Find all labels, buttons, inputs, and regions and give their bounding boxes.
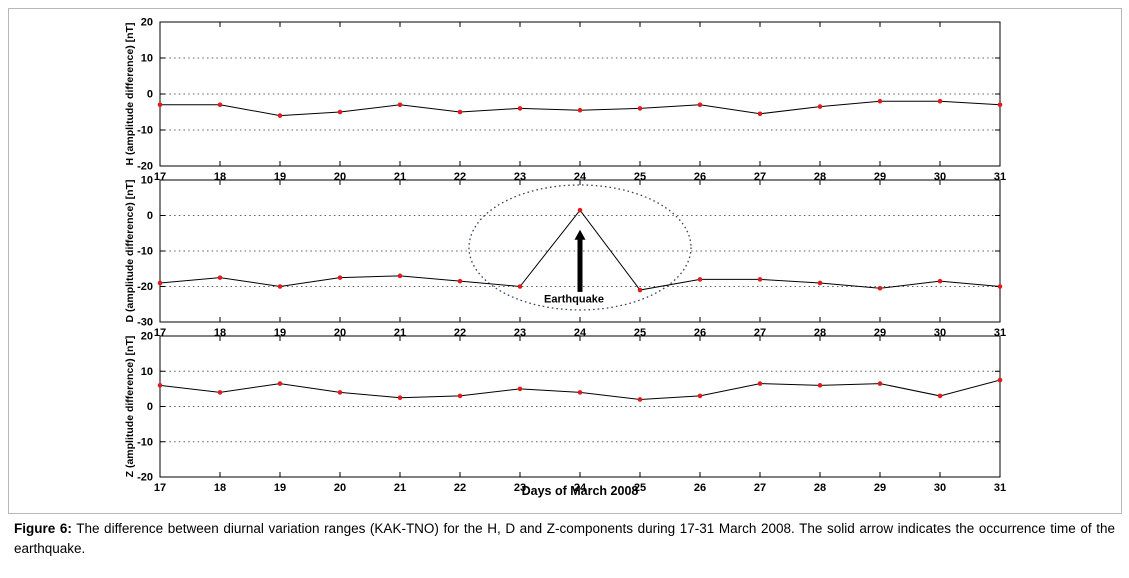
data-point (337, 109, 343, 115)
y-tick-label: 20 (141, 331, 153, 343)
data-point (637, 106, 643, 111)
axes-frame (159, 21, 1001, 167)
x-tick-label: 23 (514, 482, 526, 494)
data-point (817, 383, 823, 388)
data-point (397, 273, 403, 279)
y-tick-label: 10 (141, 175, 153, 187)
data-point (997, 377, 1003, 383)
data-point (937, 98, 943, 104)
data-point (517, 284, 523, 289)
data-point (157, 102, 163, 108)
y-tick-label: 10 (141, 53, 153, 65)
data-point (397, 102, 403, 108)
data-point (217, 390, 223, 395)
data-point (397, 395, 403, 400)
x-tick-label: 19 (274, 482, 286, 494)
earthquake-arrow-head (574, 229, 586, 240)
data-point (997, 284, 1003, 289)
data-point (697, 277, 703, 282)
panel-D: 17 18 19 20 21 22 23 24 25 26 27 28 29 30 31100-10-20-… (124, 175, 1006, 340)
series-line-Z (159, 379, 1001, 400)
data-point (757, 111, 763, 117)
y-tick-label: -10 (137, 246, 153, 258)
y-tick-label: 20 (141, 17, 153, 29)
data-point (697, 102, 703, 108)
panel-Z: 17 18 19 20 21 22 23 24 25 26 27 28 29 30 31 20 10 0 -10 -2… (124, 331, 1006, 495)
y-tick-label: 0 (147, 401, 153, 413)
x-tick-label: 30 (934, 482, 946, 494)
data-point (877, 381, 883, 386)
x-tick-label: 25 (634, 482, 646, 494)
data-point (517, 386, 523, 392)
data-point (337, 390, 343, 395)
data-point (997, 102, 1003, 108)
x-tick-label: 21 (394, 482, 406, 494)
charts-svg: 17 18 19 20 21 22 23 24 25 26 27 28 29 30 31 20 10 0 -10 -2… (124, 17, 1006, 495)
y-tick-label: 0 (147, 210, 153, 222)
y-axis-label-D: D (amplitude difference) [nT] (124, 180, 136, 323)
data-point (577, 207, 583, 213)
y-tick-label: -10 (137, 125, 153, 137)
figure-border (8, 8, 1122, 514)
y-tick-label: -20 (137, 472, 153, 484)
x-tick-label: 26 (694, 482, 706, 494)
data-point (277, 284, 283, 289)
data-point (517, 106, 523, 111)
data-point (877, 285, 883, 291)
data-point (577, 390, 583, 395)
y-tick-label: 0 (147, 89, 153, 101)
y-tick-label: -10 (137, 436, 153, 448)
data-point (157, 280, 163, 286)
earthquake-label: Earthquake (544, 293, 604, 305)
data-point (877, 98, 883, 104)
panel-H: 17 18 19 20 21 22 23 24 25 26 27 28 29 30 3120100-10-2… (124, 17, 1006, 184)
x-tick-label: 27 (754, 482, 766, 494)
y-axis-label-Z: Z (amplitude difference) [nT] (124, 336, 136, 478)
x-tick-label: 18 (214, 482, 226, 494)
data-point (697, 393, 703, 399)
figure-caption-label: Figure 6: (14, 521, 72, 536)
figure-caption: Figure 6: The difference between diurnal… (14, 519, 1115, 558)
data-point (817, 104, 823, 109)
x-tick-label: 20 (334, 482, 346, 494)
y-tick-label: -20 (137, 281, 153, 293)
x-tick-label: 29 (874, 482, 886, 494)
figure-caption-text: The difference between diurnal variation… (14, 521, 1115, 556)
data-point (937, 278, 943, 284)
data-point (817, 280, 823, 286)
data-point (577, 107, 583, 113)
y-tick-label: 10 (141, 366, 153, 378)
data-point (757, 381, 763, 386)
data-point (217, 275, 223, 280)
axes-frame (159, 335, 1001, 478)
x-tick-label: 24 (574, 482, 587, 494)
data-point (157, 383, 163, 388)
y-axis-label-H: H (amplitude difference) [nT] (124, 23, 136, 166)
data-point (637, 287, 643, 293)
x-tick-label: 22 (454, 482, 466, 494)
earthquake-ellipse (468, 184, 692, 311)
data-point (277, 381, 283, 386)
data-point (277, 113, 283, 118)
data-point (457, 278, 463, 284)
data-point (457, 109, 463, 115)
y-tick-label: -30 (137, 317, 153, 329)
data-point (937, 393, 943, 399)
data-point (637, 397, 643, 402)
data-point (757, 277, 763, 282)
x-tick-label: 31 (994, 482, 1006, 494)
data-point (457, 393, 463, 399)
data-point (337, 275, 343, 280)
x-tick-label: 28 (814, 482, 826, 494)
x-axis-title: Days of March 2008 (521, 484, 639, 498)
data-point (217, 102, 223, 108)
y-tick-label: -20 (137, 161, 153, 173)
x-tick-label: 17 (154, 482, 166, 494)
